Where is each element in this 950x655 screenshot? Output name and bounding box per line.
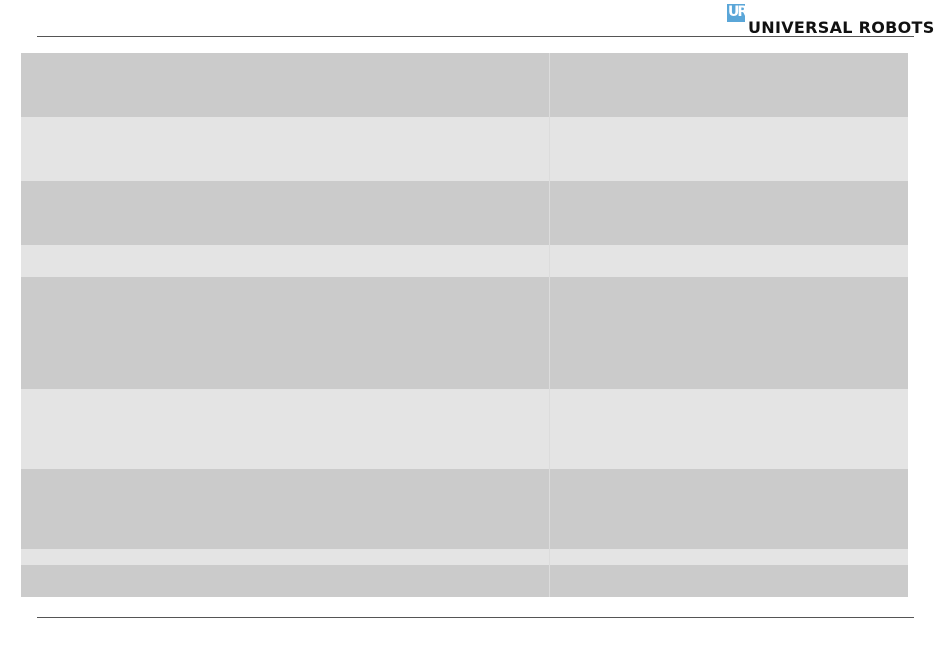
column-divider: [549, 53, 550, 117]
table-cell-left: [21, 565, 549, 597]
table-row: [21, 277, 908, 389]
column-divider: [549, 245, 550, 277]
column-divider: [549, 565, 550, 597]
table-cell-left: [21, 389, 549, 469]
table-row: [21, 565, 908, 597]
table-cell-left: [21, 181, 549, 245]
column-divider: [549, 389, 550, 469]
table-cell-left: [21, 53, 549, 117]
table-cell-right: [550, 549, 908, 565]
table-cell-right: [550, 277, 908, 389]
table-cell-right: [550, 245, 908, 277]
table-cell-left: [21, 277, 549, 389]
table-cell-right: [550, 117, 908, 181]
content-table: [21, 53, 908, 597]
column-divider: [549, 117, 550, 181]
table-row: [21, 549, 908, 565]
table-cell-right: [550, 53, 908, 117]
universal-robots-logo-icon: UR: [727, 4, 748, 22]
table-row: [21, 181, 908, 245]
table-cell-right: [550, 181, 908, 245]
table-cell-right: [550, 469, 908, 549]
table-cell-right: [550, 389, 908, 469]
table-row: [21, 389, 908, 469]
header-rule: [37, 36, 914, 37]
table-row: [21, 117, 908, 181]
footer-rule: [37, 617, 914, 618]
column-divider: [549, 549, 550, 565]
table-row: [21, 53, 908, 117]
column-divider: [549, 181, 550, 245]
table-cell-left: [21, 117, 549, 181]
column-divider: [549, 277, 550, 389]
table-row: [21, 469, 908, 549]
table-cell-right: [550, 565, 908, 597]
column-divider: [549, 469, 550, 549]
table-row: [21, 245, 908, 277]
brand-name: UNIVERSAL ROBOTS: [748, 18, 935, 37]
table-cell-left: [21, 549, 549, 565]
table-cell-left: [21, 245, 549, 277]
table-cell-left: [21, 469, 549, 549]
